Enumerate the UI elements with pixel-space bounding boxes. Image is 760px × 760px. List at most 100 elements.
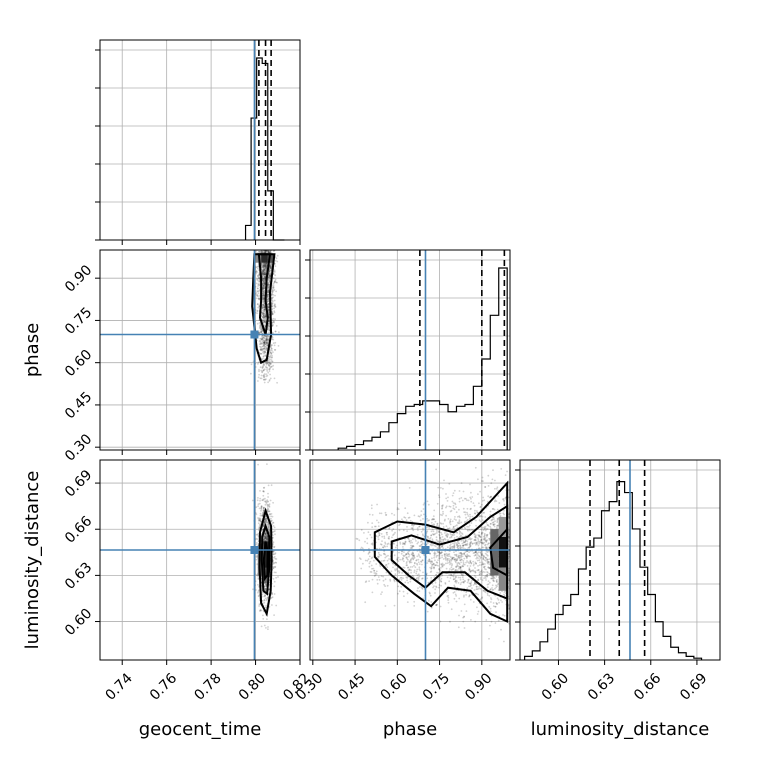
sample-point: [263, 535, 266, 538]
sample-point: [469, 537, 471, 539]
sample-point: [264, 606, 267, 609]
sample-point: [402, 554, 405, 557]
sample-point: [257, 497, 259, 499]
sample-point: [262, 315, 265, 317]
sample-point: [271, 311, 273, 313]
sample-point: [451, 563, 453, 566]
sample-point: [384, 541, 386, 544]
sample-point: [264, 268, 266, 270]
sample-point: [267, 273, 270, 276]
sample-point: [426, 577, 429, 580]
sample-point: [455, 519, 457, 521]
sample-point: [402, 557, 405, 560]
sample-point: [262, 336, 265, 339]
sample-point: [467, 554, 469, 557]
sample-point: [265, 266, 267, 269]
sample-point: [469, 513, 471, 516]
sample-point: [487, 561, 489, 563]
sample-point: [267, 293, 269, 296]
sample-point: [260, 349, 262, 351]
sample-point: [393, 580, 396, 583]
sample-point: [391, 529, 393, 532]
sample-point: [276, 260, 279, 263]
sample-point: [458, 497, 461, 500]
sample-point: [442, 564, 445, 567]
sample-point: [270, 347, 273, 350]
sample-point: [269, 362, 272, 365]
sample-point: [384, 585, 387, 587]
sample-point: [263, 309, 266, 311]
sample-point: [255, 293, 258, 296]
sample-point: [456, 521, 459, 524]
sample-point: [470, 540, 473, 543]
sample-point: [406, 557, 408, 560]
sample-point: [257, 292, 260, 295]
density-cell: [267, 254, 275, 263]
sample-point: [272, 550, 275, 553]
sample-point: [262, 316, 265, 319]
sample-point: [398, 524, 400, 527]
sample-point: [263, 538, 266, 540]
sample-point: [456, 546, 459, 548]
sample-point: [269, 251, 272, 254]
sample-point: [442, 522, 444, 525]
sample-point: [267, 363, 270, 366]
sample-point: [455, 600, 458, 603]
sample-point: [471, 496, 474, 498]
sample-point: [486, 551, 489, 554]
contour-line: [257, 253, 272, 335]
sample-point: [272, 541, 275, 544]
sample-point: [267, 290, 269, 293]
sample-point: [264, 521, 267, 524]
sample-point: [265, 338, 268, 340]
sample-point: [257, 275, 259, 278]
sample-point: [422, 518, 424, 520]
sample-point: [470, 541, 472, 544]
sample-point: [268, 368, 271, 370]
sample-point: [266, 340, 269, 343]
sample-point: [258, 250, 261, 253]
sample-point: [463, 552, 465, 555]
sample-point: [399, 577, 402, 579]
sample-point: [265, 519, 268, 522]
sample-point: [267, 300, 269, 303]
sample-point: [264, 318, 267, 321]
sample-point: [258, 368, 260, 371]
sample-point: [266, 520, 268, 522]
sample-point: [264, 340, 266, 342]
sample-point: [487, 474, 490, 477]
sample-point: [263, 272, 266, 274]
sample-point: [273, 307, 275, 310]
sample-point: [264, 265, 267, 268]
sample-point: [261, 315, 264, 318]
sample-point: [403, 516, 406, 519]
sample-point: [262, 524, 265, 527]
sample-point: [263, 316, 266, 319]
sample-point: [263, 320, 266, 323]
sample-point: [435, 604, 437, 606]
sample-point: [373, 569, 376, 572]
sample-point: [264, 497, 266, 500]
sample-point: [273, 310, 276, 312]
sample-point: [417, 573, 420, 576]
sample-point: [265, 366, 268, 369]
sample-point: [261, 335, 263, 338]
sample-point: [444, 553, 446, 556]
sample-point: [411, 527, 414, 529]
sample-point: [266, 536, 269, 539]
sample-point: [262, 350, 265, 353]
sample-point: [393, 578, 395, 581]
sample-point: [427, 581, 430, 584]
sample-point: [263, 378, 266, 381]
sample-point: [481, 531, 484, 534]
sample-point: [271, 324, 274, 327]
sample-point: [430, 560, 432, 563]
sample-point: [259, 520, 262, 523]
sample-point: [261, 309, 264, 311]
sample-point: [436, 530, 438, 532]
sample-point: [469, 569, 472, 572]
sample-point: [434, 532, 437, 535]
sample-point: [262, 618, 265, 620]
sample-point: [267, 309, 270, 312]
sample-point: [267, 329, 270, 331]
